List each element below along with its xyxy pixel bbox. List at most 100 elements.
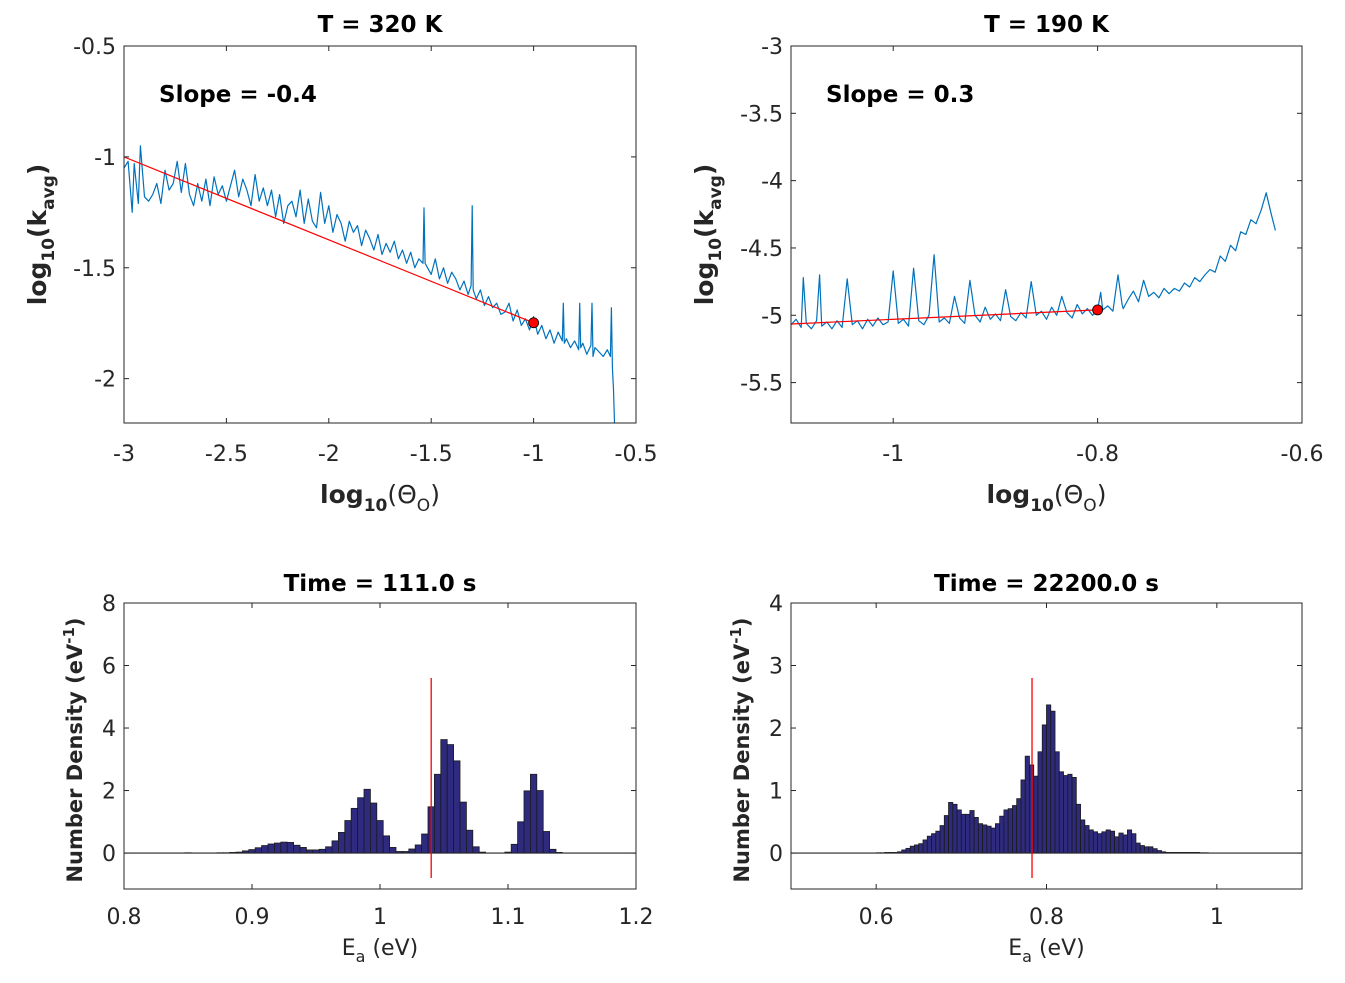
x-tick-label: 0.8 bbox=[1029, 905, 1064, 930]
histogram-bar bbox=[952, 803, 958, 854]
histogram-bar bbox=[376, 820, 384, 854]
histogram-bar bbox=[1054, 751, 1060, 854]
slope-annotation: Slope = -0.4 bbox=[159, 82, 317, 108]
x-tick-label: -1 bbox=[523, 442, 545, 467]
histogram-bar bbox=[369, 802, 378, 854]
histogram-bar bbox=[433, 773, 442, 854]
histogram-bar bbox=[990, 827, 996, 854]
histogram-bar bbox=[1033, 775, 1039, 854]
histogram-bar bbox=[914, 844, 920, 854]
x-tick-label: -0.8 bbox=[1076, 442, 1119, 467]
histogram-bar bbox=[453, 760, 461, 854]
histogram-bar bbox=[1071, 777, 1077, 854]
fit-line bbox=[124, 156, 534, 324]
x-tick-label: 0.9 bbox=[235, 905, 270, 930]
histogram-bar bbox=[977, 823, 984, 854]
histogram-bar bbox=[986, 825, 992, 854]
histogram-bar bbox=[440, 739, 448, 854]
y-tick-label: 0 bbox=[102, 842, 116, 867]
histogram-bar bbox=[261, 845, 269, 854]
histogram-bar bbox=[1024, 755, 1030, 854]
x-label-sub: 10 bbox=[364, 496, 388, 516]
y-label-sub: 10 bbox=[706, 238, 726, 262]
histogram-bar bbox=[905, 847, 911, 854]
x-tick-label: -0.5 bbox=[615, 442, 658, 467]
x-tick-label: -3 bbox=[113, 442, 135, 467]
x-axis-label: log10(ΘO) bbox=[987, 480, 1107, 516]
histogram-bar bbox=[918, 843, 924, 854]
histogram-bar bbox=[1139, 845, 1145, 854]
chart-title: Time = 22200.0 s bbox=[934, 571, 1159, 597]
histogram-bar bbox=[536, 790, 544, 854]
y-tick-label: 6 bbox=[102, 655, 116, 680]
histogram-bar bbox=[465, 829, 474, 854]
histogram-bar bbox=[982, 824, 988, 854]
histogram-bar bbox=[350, 807, 359, 854]
x-tick-label: -1.5 bbox=[410, 442, 453, 467]
histogram-bar bbox=[517, 821, 525, 854]
x-label-rest: (eV) bbox=[365, 936, 418, 961]
histogram-bar bbox=[1050, 710, 1056, 854]
y-axis-label: log10(kavg) bbox=[23, 164, 59, 306]
histogram-bar bbox=[459, 801, 467, 854]
histogram-bar bbox=[1084, 825, 1090, 854]
histogram-bar bbox=[325, 846, 333, 854]
histogram-bar bbox=[1127, 829, 1133, 854]
x-label-sub: 10 bbox=[1030, 496, 1054, 516]
x-label-base: E bbox=[342, 936, 356, 961]
panel-bottom-left: 0.8 0.9 1 1.1 1.2 0 2 4 6 8 Time = 111.0 s Ea (eV) N… bbox=[60, 571, 654, 966]
x-tick-label: 0.8 bbox=[107, 905, 142, 930]
histogram-bar bbox=[1080, 819, 1086, 854]
histogram-bar bbox=[286, 842, 295, 854]
y-tick-label: -0.5 bbox=[73, 35, 116, 60]
histogram-bar bbox=[1016, 798, 1022, 854]
y-tick-label: -5.5 bbox=[740, 372, 783, 397]
histogram-bar bbox=[1118, 832, 1124, 854]
plot-content bbox=[791, 192, 1276, 330]
y-label-open: (k bbox=[23, 209, 52, 238]
y-label-sup: -1 bbox=[727, 627, 745, 644]
plot-content bbox=[124, 145, 616, 423]
y-tick-label: 2 bbox=[769, 717, 783, 742]
y-tick-label: 3 bbox=[769, 655, 783, 680]
histogram-bar bbox=[1144, 846, 1150, 854]
x-tick-label: 1.2 bbox=[619, 905, 654, 930]
x-tick-label: 0.6 bbox=[859, 905, 894, 930]
x-label-open: (Θ bbox=[1054, 480, 1083, 509]
x-tick-label: -1 bbox=[882, 442, 904, 467]
histogram-bar bbox=[1046, 704, 1052, 854]
y-label-sup: -1 bbox=[60, 627, 78, 644]
y-tick-label: -5 bbox=[761, 304, 783, 329]
histogram-bar bbox=[530, 773, 538, 854]
y-label-close: ) bbox=[690, 164, 719, 175]
histogram-bar bbox=[1088, 829, 1094, 854]
histogram-bar bbox=[357, 797, 365, 854]
histogram-bar bbox=[939, 825, 945, 854]
x-label-close: ) bbox=[430, 480, 440, 509]
y-label-close: ) bbox=[730, 617, 754, 627]
chart-title: T = 190 K bbox=[984, 12, 1110, 38]
x-label-rest: (eV) bbox=[1032, 936, 1085, 961]
histogram-bar bbox=[510, 843, 519, 854]
y-tick-label: 8 bbox=[102, 592, 116, 617]
x-label-close: ) bbox=[1097, 480, 1107, 509]
x-axis-label: Ea (eV) bbox=[1008, 936, 1084, 966]
histogram-bar bbox=[1020, 779, 1026, 854]
fit-endpoint-marker bbox=[1092, 304, 1103, 316]
x-axis-label: Ea (eV) bbox=[342, 936, 418, 966]
histogram-bar bbox=[935, 830, 941, 854]
y-tick-label: 4 bbox=[769, 592, 783, 617]
histogram-bar bbox=[1007, 808, 1013, 854]
axes-box bbox=[790, 45, 1303, 424]
histogram-bar bbox=[969, 810, 975, 854]
histogram-bar bbox=[472, 846, 480, 854]
histogram-bar bbox=[1041, 724, 1047, 854]
histogram-bar bbox=[1003, 809, 1009, 854]
x-tick-label: -2 bbox=[318, 442, 340, 467]
y-tick-label: -4 bbox=[761, 170, 783, 195]
plot-content bbox=[124, 678, 636, 879]
histogram-bar bbox=[922, 839, 928, 854]
histogram-bar bbox=[280, 841, 288, 854]
x-label-base: E bbox=[1008, 936, 1022, 961]
